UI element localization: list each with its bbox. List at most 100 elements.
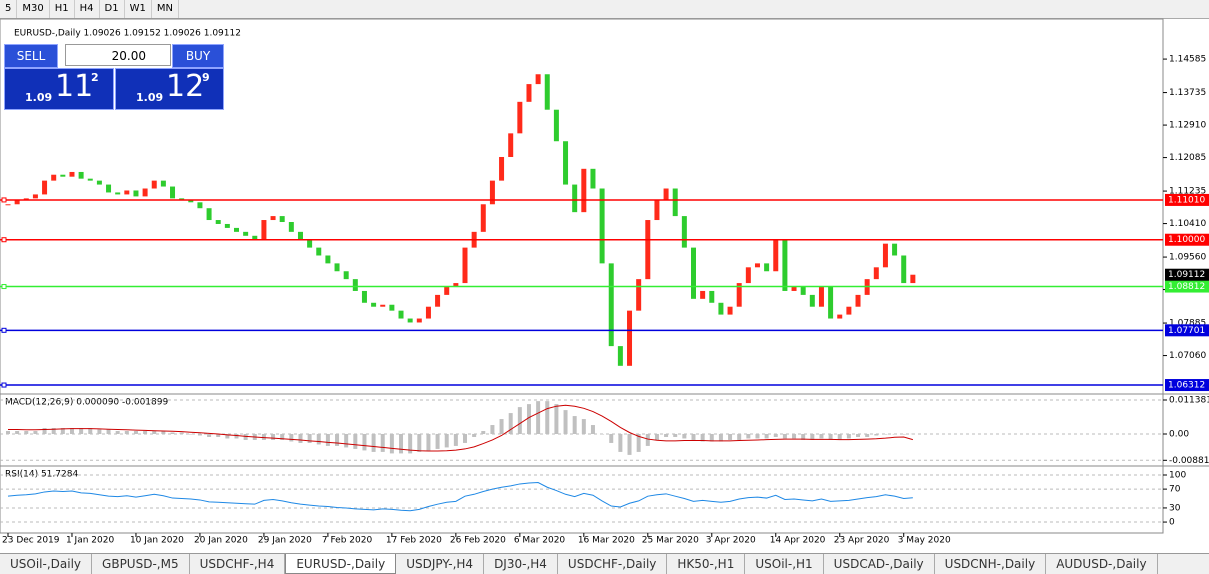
line-anchor [1,237,7,243]
macd-bar [590,425,595,434]
y-tick-label: 1.12085 [1169,153,1206,163]
macd-bar [581,419,586,434]
macd-bar [42,428,47,434]
candle [142,188,148,197]
macd-bar [79,428,84,434]
chart-tab[interactable]: USDCHF-,H4 [190,554,286,574]
chart-tab[interactable]: AUDUSD-,Daily [1046,554,1158,574]
sell-button[interactable]: SELL [4,44,58,68]
x-tick-label: 16 Mar 2020 [578,536,635,546]
candle [371,302,377,307]
macd-bar [892,433,897,435]
y-tick-label: 30 [1169,503,1181,513]
candle [873,267,879,280]
macd-bar [682,433,687,439]
chart-tab[interactable]: USDCNH-,Daily [935,554,1047,574]
x-tick-label: 25 Mar 2020 [642,536,699,546]
macd-bar [654,433,659,440]
macd-bar [289,433,294,442]
candle [297,231,303,240]
candle [133,190,139,197]
candle [892,243,898,256]
macd-bar [298,433,303,443]
timeframe-button[interactable]: MN [152,0,179,18]
chart-tab[interactable]: EURUSD-,Daily [285,554,397,574]
trade-panel: SELL 20.00 BUY 1.09 11 2 1.09 12 9 [4,44,224,110]
candle [681,216,687,248]
candle [727,306,733,315]
timeframe-button[interactable]: M30 [17,0,50,18]
bid-big: 1.09 [25,91,53,104]
macd-bar [728,433,733,440]
chart-tab[interactable]: USDCHF-,Daily [558,554,668,574]
candle [499,156,505,181]
macd-bar [572,416,577,434]
candle [160,180,166,187]
chart-tab[interactable]: HK50-,H1 [667,554,746,574]
macd-bar [700,433,705,442]
candle [444,287,450,295]
macd-bar [261,433,266,440]
chart-tab[interactable]: USDJPY-,H4 [396,554,485,574]
macd-bar [782,433,787,439]
candle [828,287,834,319]
candle [407,318,413,323]
timeframe-button[interactable]: 5 [0,0,18,18]
bid-main: 11 [55,69,94,104]
price-label-bg [1165,233,1209,246]
macd-bar [554,404,559,434]
bid-quote[interactable]: 1.09 11 2 [4,68,114,110]
macd-bar [188,433,193,435]
candle [654,200,660,221]
macd-bar [115,431,120,434]
macd-bar [709,433,714,442]
chart-tab[interactable]: USDCAD-,Daily [824,554,935,574]
macd-bar [380,433,385,452]
candle [361,290,367,303]
y-tick-label: 100 [1169,471,1186,481]
macd-bar [408,433,413,454]
macd-bar [536,401,541,434]
x-tick-label: 1 Jan 2020 [66,536,114,546]
macd-bar [673,433,678,437]
candle [224,223,230,228]
candle [106,184,112,193]
y-tick-label: 1.07060 [1169,351,1206,361]
chart-tab[interactable]: DJ30-,H4 [484,554,558,574]
timeframe-button[interactable]: H4 [75,0,100,18]
x-tick-label: 17 Feb 2020 [386,536,442,546]
lot-input[interactable]: 20.00 [65,44,171,66]
macd-bar [316,433,321,445]
timeframe-button[interactable]: D1 [100,0,125,18]
macd-bar [179,432,184,434]
chart-tab[interactable]: USOil-,Daily [0,554,93,574]
chart-tab[interactable]: GBPUSD-,M5 [92,554,190,574]
ask-quote[interactable]: 1.09 12 9 [115,68,224,110]
chart-tab[interactable]: USOil-,H1 [745,554,824,574]
macd-bar [481,431,486,434]
macd-bar [627,433,632,455]
macd-bar [152,431,157,434]
macd-bar [463,433,467,443]
candle [352,279,358,291]
y-tick-label: 1.10410 [1169,219,1206,229]
candle [334,263,340,272]
buy-button[interactable]: BUY [172,44,224,68]
price-label-bg [1165,324,1209,337]
timeframe-button[interactable]: H1 [50,0,75,18]
x-tick-label: 7 Feb 2020 [322,536,373,546]
macd-bar [755,433,760,439]
timeframe-button[interactable]: W1 [125,0,152,18]
macd-bar [545,401,550,434]
macd-bar [51,428,56,434]
candle [343,271,349,280]
chart-tabs: USOil-,Daily GBPUSD-,M5 USDCHF-,H4 EURUSD-,… [0,553,1209,574]
macd-bar [353,433,358,449]
macd-bar [837,433,842,440]
macd-bar [33,431,38,434]
x-tick-label: 3 Apr 2020 [706,536,756,546]
candle [718,302,724,315]
macd-bar [225,433,230,439]
macd-bar [417,433,422,452]
